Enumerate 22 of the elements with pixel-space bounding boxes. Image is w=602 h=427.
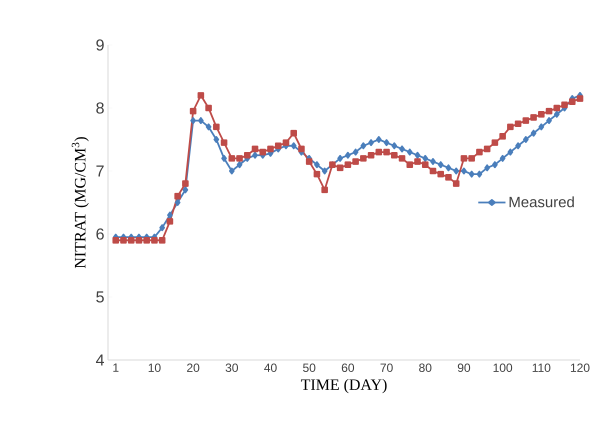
y-tick-label: 8 bbox=[96, 102, 104, 114]
x-tick-label: 10 bbox=[148, 364, 161, 372]
x-tick-label: 40 bbox=[264, 364, 277, 372]
x-tick-label: 20 bbox=[187, 364, 200, 372]
x-axis-title: TIME (DAY) bbox=[300, 378, 387, 394]
x-tick-label: 100 bbox=[494, 364, 512, 372]
x-tick-label: 110 bbox=[532, 364, 550, 372]
x-tick-label: 60 bbox=[342, 364, 354, 372]
x-tick-label: 30 bbox=[226, 364, 238, 372]
y-tick-label: 9 bbox=[96, 39, 104, 51]
y-tick-label: 4 bbox=[96, 354, 104, 366]
x-tick-label: 80 bbox=[419, 364, 432, 372]
y-tick-label: 7 bbox=[96, 166, 104, 176]
x-tick-label: 70 bbox=[380, 364, 393, 372]
legend-label: Measured bbox=[510, 196, 574, 208]
x-tick-label: 50 bbox=[303, 364, 316, 372]
y-tick-label: 5 bbox=[96, 291, 104, 303]
y-axis-title: NITRAT (MG/CM$^{3}$) bbox=[72, 137, 89, 268]
x-tick-label: 90 bbox=[458, 364, 470, 372]
x-tick-label: 120 bbox=[570, 364, 590, 372]
x-tick-label: 1 bbox=[113, 364, 118, 372]
y-tick-label: 6 bbox=[96, 228, 104, 240]
